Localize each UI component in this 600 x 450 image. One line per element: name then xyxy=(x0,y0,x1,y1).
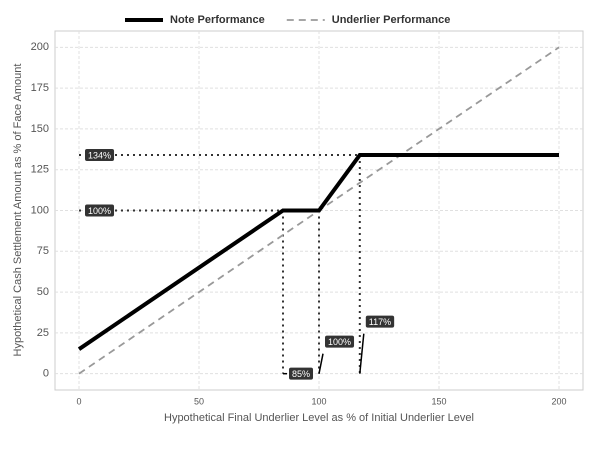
y-tick-label: 0 xyxy=(43,368,49,380)
y-axis-title: Hypothetical Cash Settlement Amount as %… xyxy=(12,64,24,357)
annotation-label: 117% xyxy=(369,317,391,327)
y-tick-label: 200 xyxy=(31,41,49,53)
x-tick-label: 150 xyxy=(431,396,446,406)
y-tick-label: 100 xyxy=(31,204,49,216)
legend-label: Note Performance xyxy=(170,14,265,26)
y-tick-label: 150 xyxy=(31,123,49,135)
series-line xyxy=(77,153,559,351)
annotation-label: 85% xyxy=(292,369,310,379)
annotation-label: 100% xyxy=(328,337,351,347)
y-tick-label: 175 xyxy=(31,82,49,94)
x-axis-title: Hypothetical Final Underlier Level as % … xyxy=(164,412,474,424)
y-tick-label: 125 xyxy=(31,164,49,176)
y-tick-label: 25 xyxy=(37,327,49,339)
y-tick-label: 75 xyxy=(37,245,49,257)
x-tick-label: 50 xyxy=(194,396,204,406)
legend-label: Underlier Performance xyxy=(332,14,451,26)
x-tick-label: 200 xyxy=(551,396,566,406)
x-tick-label: 100 xyxy=(311,396,326,406)
annotation-leader xyxy=(318,353,324,374)
x-tick-label: 0 xyxy=(76,396,81,406)
annotation-label: 134% xyxy=(88,150,111,160)
annotation-label: 100% xyxy=(88,206,111,216)
annotation-leader xyxy=(359,333,365,374)
annotation-box xyxy=(289,367,314,380)
annotation-box xyxy=(85,149,115,162)
annotation-box xyxy=(85,204,115,217)
annotation-box xyxy=(365,315,395,328)
y-tick-label: 50 xyxy=(37,286,49,298)
annotation-box xyxy=(325,335,355,348)
